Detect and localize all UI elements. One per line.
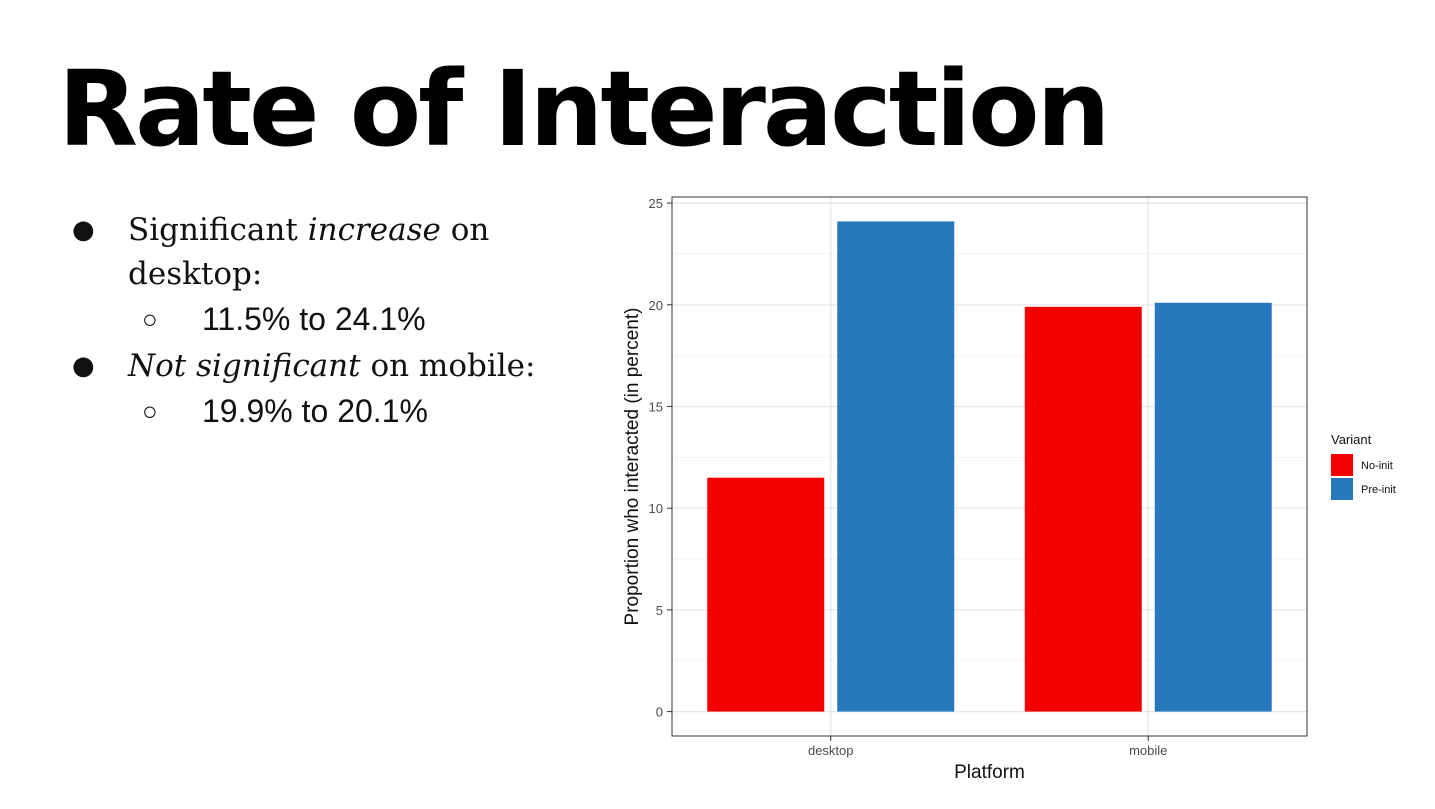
y-tick-label: 15 <box>649 399 663 414</box>
y-tick-label: 20 <box>649 298 663 313</box>
plot-border <box>671 196 1308 737</box>
bullet-text: on desktop: <box>128 212 490 292</box>
bullet-list: ● Significant increase on desktop: ○ 11.… <box>72 208 592 436</box>
y-tick-label: 10 <box>649 501 663 516</box>
legend-label-no-init: No-init <box>1361 460 1393 472</box>
sub-bullet-mobile: ○ 19.9% to 20.1% <box>72 388 592 434</box>
legend-title: Variant <box>1331 432 1372 447</box>
hollow-bullet-icon: ○ <box>142 396 158 426</box>
bullet-text: Significant <box>128 212 308 248</box>
bullet-mobile: ● Not significant on mobile: <box>72 344 592 388</box>
x-axis-title: Platform <box>954 762 1025 783</box>
bar-pre-init-mobile <box>1154 302 1272 712</box>
bullet-dot-icon: ● <box>72 351 95 381</box>
y-tick-label: 5 <box>656 603 663 618</box>
y-tick-label: 25 <box>649 196 663 211</box>
y-tick-label: 0 <box>656 705 663 720</box>
hollow-bullet-icon: ○ <box>142 304 158 334</box>
bullet-desktop: ● Significant increase on desktop: <box>72 208 592 296</box>
bullet-emphasis: increase <box>307 212 441 248</box>
x-tick-label-desktop: desktop <box>808 743 854 758</box>
y-axis-title: Proportion who interacted (in percent) <box>622 308 643 626</box>
bar-pre-init-desktop <box>837 221 955 712</box>
legend-key-no-init <box>1331 454 1353 476</box>
sub-bullet-text: 11.5% to 24.1% <box>202 301 426 337</box>
bullet-dot-icon: ● <box>72 215 95 245</box>
sub-bullet-text: 19.9% to 20.1% <box>202 393 428 429</box>
bullet-text: on mobile: <box>360 348 536 384</box>
sub-bullet-desktop: ○ 11.5% to 24.1% <box>72 296 592 342</box>
legend-label-pre-init: Pre-init <box>1361 484 1396 496</box>
x-tick-label-mobile: mobile <box>1129 743 1167 758</box>
bar-no-init-mobile <box>1024 306 1142 712</box>
slide-title: Rate of Interaction <box>58 48 1111 170</box>
bar-no-init-desktop <box>707 477 825 712</box>
bullet-emphasis: Not significant <box>128 348 361 384</box>
legend-key-pre-init <box>1331 478 1353 500</box>
